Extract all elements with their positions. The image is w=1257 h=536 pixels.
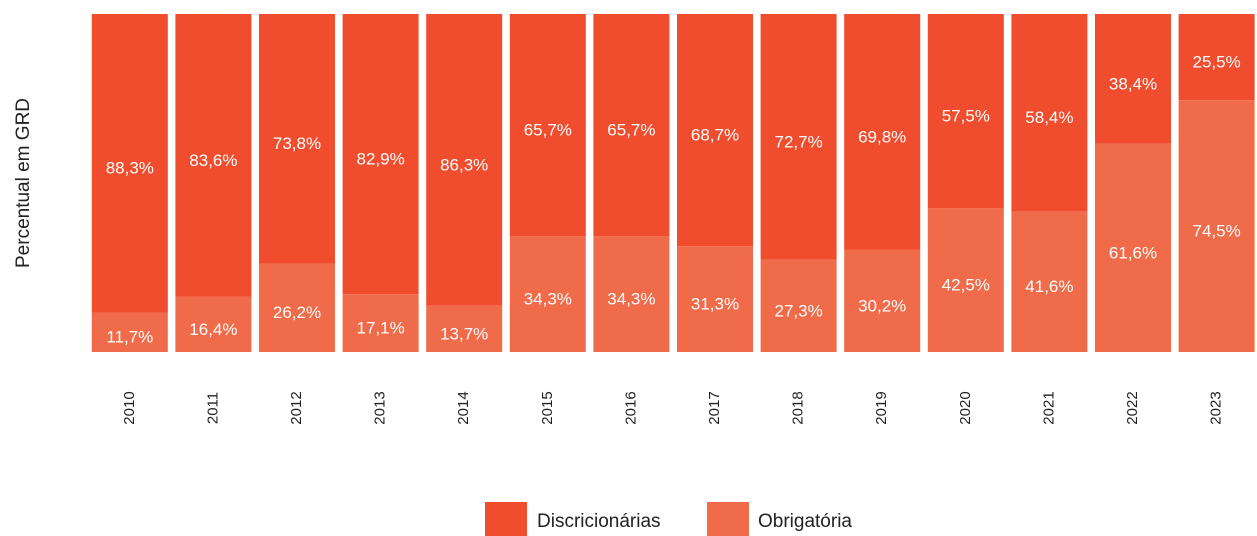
bar-segment xyxy=(1178,100,1255,352)
data-label: 17,1% xyxy=(356,319,404,338)
data-label: 38,4% xyxy=(1109,74,1157,93)
data-label: 16,4% xyxy=(189,320,237,339)
x-tick-label: 2022 xyxy=(1124,391,1141,424)
bar-segment xyxy=(677,14,753,247)
data-label: 83,6% xyxy=(189,151,237,170)
x-tick-label: 2019 xyxy=(873,391,890,424)
bar-segment xyxy=(927,208,1004,352)
bar-segment xyxy=(760,14,837,260)
bar-segment xyxy=(1178,14,1255,101)
bar-segment xyxy=(259,263,335,352)
data-label: 31,3% xyxy=(691,295,739,314)
x-tick-label: 2010 xyxy=(121,391,138,424)
bar-segment xyxy=(426,14,503,306)
x-tick-label: 2015 xyxy=(539,391,556,424)
x-tick-label: 2023 xyxy=(1208,391,1225,424)
bar-segment xyxy=(593,236,670,352)
data-label: 72,7% xyxy=(774,132,822,151)
data-label: 13,7% xyxy=(440,324,488,343)
bar-segment xyxy=(677,246,753,352)
data-label: 27,3% xyxy=(774,301,822,320)
data-label: 25,5% xyxy=(1192,53,1240,72)
bar-segment xyxy=(593,14,670,237)
data-label: 73,8% xyxy=(273,134,321,153)
legend-swatch xyxy=(707,502,749,536)
bar-segment xyxy=(509,236,586,352)
legend-swatch xyxy=(485,502,527,536)
data-label: 65,7% xyxy=(607,121,655,140)
y-axis-title: Percentual em GRD xyxy=(13,98,34,268)
data-label: 11,7% xyxy=(106,328,153,347)
bar-segment xyxy=(509,14,586,237)
legend-label: Discricionárias xyxy=(537,511,661,532)
legend-label: Obrigatória xyxy=(758,511,852,532)
data-label: 61,6% xyxy=(1109,243,1157,262)
data-label: 42,5% xyxy=(942,276,990,295)
data-label: 88,3% xyxy=(106,159,154,178)
data-label: 74,5% xyxy=(1192,222,1240,241)
bar-segment xyxy=(91,312,168,352)
bar-segment xyxy=(91,14,168,313)
data-label: 69,8% xyxy=(858,127,906,146)
bar-segment xyxy=(259,14,335,264)
data-label: 65,7% xyxy=(524,121,572,140)
bar-segment xyxy=(175,14,252,297)
data-label: 30,2% xyxy=(858,296,906,315)
x-tick-label: 2014 xyxy=(455,391,472,424)
x-tick-label: 2012 xyxy=(288,391,305,424)
x-tick-label: 2011 xyxy=(204,392,221,424)
bar-segment xyxy=(1011,14,1088,212)
x-tick-label: 2013 xyxy=(372,391,389,424)
data-label: 57,5% xyxy=(942,107,990,126)
bar-segment xyxy=(1095,14,1171,144)
bar-segment xyxy=(426,305,503,352)
bar-segment xyxy=(175,296,252,352)
data-label: 68,7% xyxy=(691,126,739,145)
bar-segment xyxy=(1011,211,1088,352)
bar-segment xyxy=(1095,143,1171,352)
bar-segment xyxy=(927,14,1004,209)
data-label: 41,6% xyxy=(1025,277,1073,296)
bar-segment xyxy=(844,14,921,250)
data-label: 86,3% xyxy=(440,155,488,174)
data-label: 34,3% xyxy=(607,290,655,309)
data-label: 34,3% xyxy=(524,290,572,309)
data-label: 58,4% xyxy=(1025,108,1073,127)
x-tick-label: 2018 xyxy=(790,391,807,424)
bar-segment xyxy=(760,259,837,352)
bar-segment xyxy=(342,294,419,352)
bar-segment xyxy=(342,14,419,295)
data-label: 26,2% xyxy=(273,303,321,322)
x-tick-label: 2020 xyxy=(957,391,974,424)
data-label: 82,9% xyxy=(356,150,404,169)
x-tick-label: 2017 xyxy=(706,391,723,424)
x-tick-label: 2021 xyxy=(1040,391,1057,424)
x-tick-label: 2016 xyxy=(622,391,639,424)
bar-segment xyxy=(844,249,921,352)
